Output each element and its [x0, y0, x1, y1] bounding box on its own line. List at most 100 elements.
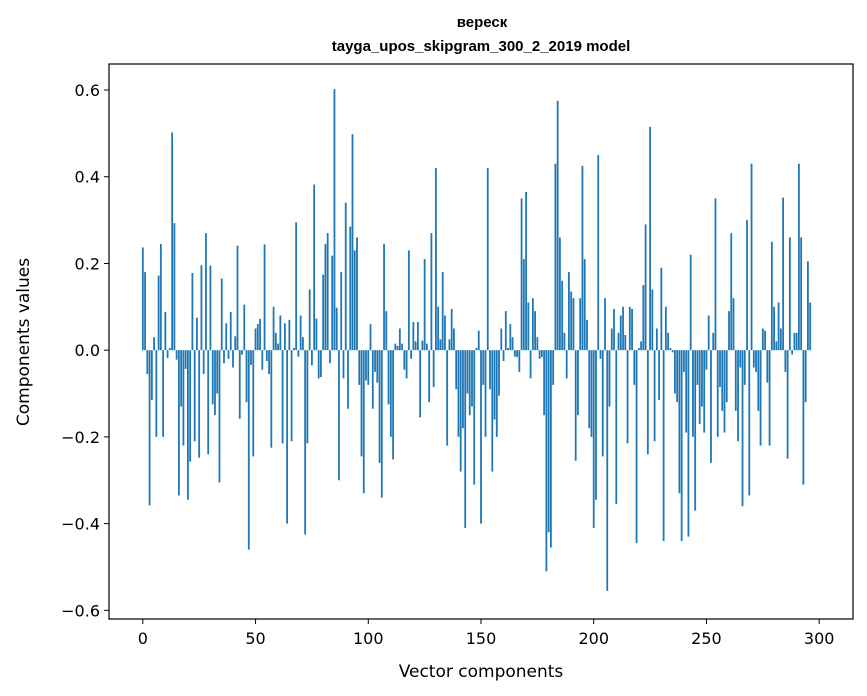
bar: [545, 350, 548, 572]
bar: [649, 126, 651, 351]
bar: [338, 350, 340, 481]
bar: [761, 328, 764, 351]
bar: [320, 350, 322, 378]
chart-subtitle: tayga_upos_skipgram_300_2_2019 model: [332, 38, 631, 55]
x-tick-label: 200: [578, 629, 609, 648]
bar: [707, 315, 710, 351]
bar: [308, 289, 311, 351]
bar: [518, 350, 521, 372]
bar: [376, 350, 379, 383]
bar: [804, 350, 807, 403]
bar: [597, 155, 600, 351]
x-tick-label: 50: [245, 629, 265, 648]
bar: [640, 341, 642, 351]
bar: [635, 350, 638, 544]
bar: [664, 306, 667, 351]
bar: [205, 233, 207, 351]
x-tick-label: 150: [466, 629, 497, 648]
bar: [800, 237, 803, 351]
bar: [723, 350, 726, 433]
bar: [793, 332, 796, 351]
y-tick-label: −0.6: [61, 601, 100, 620]
bar: [193, 350, 196, 442]
bar: [322, 274, 325, 351]
bar: [486, 168, 489, 351]
bar: [748, 350, 751, 496]
bar: [631, 308, 633, 351]
bar: [144, 272, 146, 351]
bar: [466, 350, 469, 394]
bar: [685, 350, 688, 433]
bar: [568, 272, 570, 351]
bar: [250, 350, 252, 365]
bar: [624, 334, 627, 351]
bar: [628, 306, 631, 351]
bar: [220, 278, 223, 351]
bar: [374, 350, 376, 372]
bar: [791, 350, 794, 355]
bar: [396, 345, 399, 351]
bar: [507, 348, 509, 351]
bar: [446, 350, 449, 446]
y-tick-label: 0.6: [75, 81, 100, 100]
bar: [437, 306, 440, 351]
bar: [633, 350, 636, 385]
bar: [680, 350, 683, 541]
bar: [646, 350, 649, 455]
bar: [504, 311, 507, 351]
bar: [491, 350, 494, 472]
bar: [416, 321, 419, 351]
bar: [619, 315, 622, 351]
bar: [764, 330, 766, 351]
bar: [475, 348, 478, 351]
bar: [254, 328, 257, 351]
bar: [489, 350, 491, 390]
bar: [148, 350, 151, 506]
bar: [493, 350, 496, 420]
bar: [743, 350, 746, 385]
bar: [453, 328, 455, 351]
bar: [592, 350, 595, 528]
bar: [340, 272, 343, 351]
bar: [392, 350, 394, 460]
bar: [613, 308, 615, 351]
bar: [448, 339, 451, 351]
bar: [353, 250, 356, 351]
bar: [333, 89, 336, 351]
bar: [683, 350, 685, 372]
bar: [577, 350, 579, 416]
bar: [678, 350, 681, 494]
bar: [534, 311, 537, 351]
bar: [705, 350, 708, 370]
chart-title: вереск: [457, 14, 508, 31]
bar: [658, 350, 661, 401]
bar: [315, 318, 318, 351]
bar: [671, 350, 674, 353]
bar: [191, 272, 194, 351]
bar: [435, 168, 437, 351]
bar: [236, 245, 239, 351]
bar: [168, 348, 171, 351]
bar: [721, 350, 724, 411]
bar: [252, 350, 255, 457]
bar: [795, 332, 798, 351]
bar: [331, 255, 334, 351]
bar: [207, 350, 210, 455]
bar: [247, 350, 250, 550]
bar: [498, 350, 500, 396]
bar: [574, 350, 577, 461]
x-tick-label: 250: [691, 629, 722, 648]
x-tick-label: 300: [804, 629, 835, 648]
bar: [166, 350, 169, 358]
bar: [171, 132, 174, 351]
bar: [540, 350, 543, 358]
bar: [626, 350, 629, 444]
bar: [516, 350, 518, 358]
bar: [716, 350, 719, 437]
bar: [637, 348, 640, 351]
y-axis-ticks: −0.6 −0.4 −0.2 0.0 0.2 0.4 0.6: [61, 81, 109, 620]
bar: [565, 350, 568, 379]
bar: [734, 350, 737, 411]
y-tick-label: −0.4: [61, 515, 100, 534]
